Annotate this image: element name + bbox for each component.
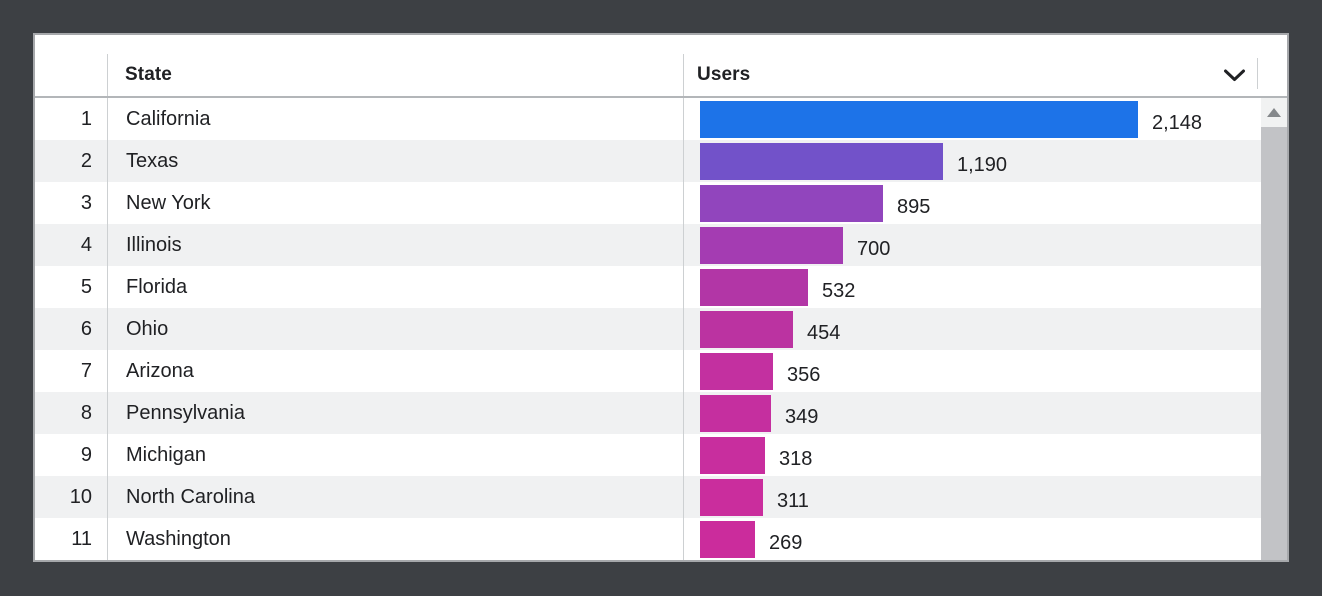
chevron-down-icon[interactable] bbox=[1223, 69, 1246, 82]
table-row: 1 California 2,148 bbox=[35, 98, 1287, 140]
users-bar bbox=[700, 478, 763, 516]
row-rank: 3 bbox=[80, 191, 92, 214]
row-rank: 9 bbox=[80, 443, 92, 466]
users-value: 454 bbox=[807, 322, 841, 344]
row-state: Washington bbox=[107, 518, 683, 560]
row-state: California bbox=[107, 98, 683, 140]
row-rank: 5 bbox=[80, 275, 92, 298]
row-state: Arizona bbox=[107, 350, 683, 392]
row-users-cell: 1,190 bbox=[683, 140, 1287, 182]
table-rows-container: 1 California 2,148 2 Texas 1,190 3 New Y… bbox=[35, 98, 1287, 560]
row-rank: 2 bbox=[80, 149, 92, 172]
table-row: 3 New York 895 bbox=[35, 182, 1287, 224]
row-rank: 8 bbox=[80, 401, 92, 424]
row-users-cell: 269 bbox=[683, 518, 1287, 560]
users-bar bbox=[700, 394, 771, 432]
users-bar bbox=[700, 142, 943, 180]
table-row: 10 North Carolina 311 bbox=[35, 476, 1287, 518]
row-rank: 6 bbox=[80, 317, 92, 340]
users-value: 318 bbox=[779, 448, 813, 470]
table-row: 6 Ohio 454 bbox=[35, 308, 1287, 350]
users-bar bbox=[700, 226, 843, 264]
row-rank: 10 bbox=[69, 485, 92, 508]
row-users-cell: 349 bbox=[683, 392, 1287, 434]
users-bar bbox=[700, 268, 808, 306]
row-users-cell: 532 bbox=[683, 266, 1287, 308]
row-rank: 4 bbox=[80, 233, 92, 256]
users-value: 269 bbox=[769, 532, 803, 554]
row-state: Michigan bbox=[107, 434, 683, 476]
scrollbar-up-button[interactable] bbox=[1261, 98, 1287, 127]
users-value: 356 bbox=[787, 364, 821, 386]
scroll-up-arrow-icon bbox=[1267, 108, 1281, 117]
row-users-cell: 2,148 bbox=[683, 98, 1287, 140]
row-state: North Carolina bbox=[107, 476, 683, 518]
users-value: 895 bbox=[897, 196, 931, 218]
users-bar bbox=[700, 436, 765, 474]
users-value: 311 bbox=[777, 490, 809, 512]
users-value: 349 bbox=[785, 406, 819, 428]
row-users-cell: 895 bbox=[683, 182, 1287, 224]
users-bar bbox=[700, 352, 773, 390]
row-users-cell: 356 bbox=[683, 350, 1287, 392]
row-state: Ohio bbox=[107, 308, 683, 350]
users-value: 1,190 bbox=[957, 154, 1008, 176]
users-column-label: Users bbox=[697, 64, 751, 85]
users-bar bbox=[700, 310, 793, 348]
state-column-label: State bbox=[125, 64, 172, 85]
table-body: 1 California 2,148 2 Texas 1,190 3 New Y… bbox=[35, 98, 1287, 560]
row-state: Florida bbox=[107, 266, 683, 308]
row-state: Illinois bbox=[107, 224, 683, 266]
row-state: Texas bbox=[107, 140, 683, 182]
table-row: 5 Florida 532 bbox=[35, 266, 1287, 308]
table-row: 9 Michigan 318 bbox=[35, 434, 1287, 476]
row-users-cell: 311 bbox=[683, 476, 1287, 518]
row-users-cell: 318 bbox=[683, 434, 1287, 476]
row-rank: 7 bbox=[80, 359, 92, 382]
rank-column-header bbox=[35, 35, 107, 96]
users-value: 2,148 bbox=[1152, 112, 1203, 134]
row-rank: 1 bbox=[80, 107, 92, 130]
scrollbar-thumb[interactable] bbox=[1261, 127, 1287, 560]
users-bar bbox=[700, 184, 883, 222]
table-row: 4 Illinois 700 bbox=[35, 224, 1287, 266]
table-row: 8 Pennsylvania 349 bbox=[35, 392, 1287, 434]
vertical-scrollbar[interactable] bbox=[1261, 98, 1287, 560]
analytics-table-card: State Users 1 California 2,148 2 Texas 1… bbox=[33, 33, 1289, 562]
table-row: 7 Arizona 356 bbox=[35, 350, 1287, 392]
users-column-header[interactable]: Users bbox=[683, 35, 1257, 96]
header-spacer bbox=[1257, 35, 1287, 96]
row-rank: 11 bbox=[71, 527, 92, 550]
row-users-cell: 454 bbox=[683, 308, 1287, 350]
users-bar bbox=[700, 520, 755, 558]
table-row: 11 Washington 269 bbox=[35, 518, 1287, 560]
table-header-row: State Users bbox=[35, 35, 1287, 98]
row-users-cell: 700 bbox=[683, 224, 1287, 266]
users-value: 700 bbox=[857, 238, 891, 260]
state-column-header[interactable]: State bbox=[107, 35, 683, 96]
users-bar bbox=[700, 100, 1138, 138]
row-state: Pennsylvania bbox=[107, 392, 683, 434]
table-row: 2 Texas 1,190 bbox=[35, 140, 1287, 182]
users-value: 532 bbox=[822, 280, 856, 302]
row-state: New York bbox=[107, 182, 683, 224]
